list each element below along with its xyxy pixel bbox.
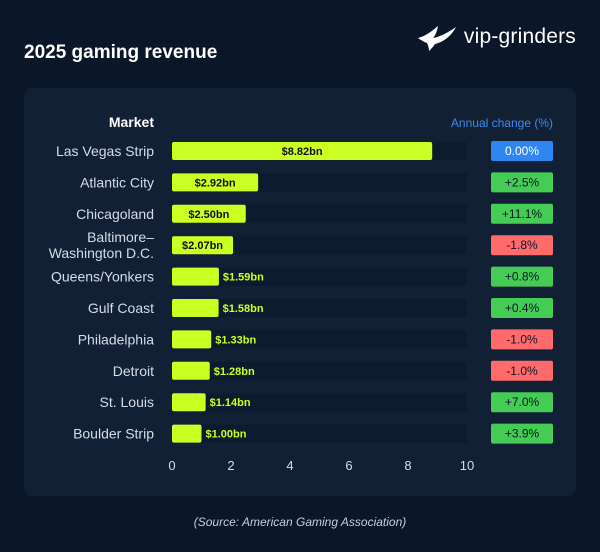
category-label: Philadelphia bbox=[78, 331, 154, 347]
category-label: Baltimore– bbox=[87, 229, 154, 245]
bar-value-label: $8.82bn bbox=[282, 146, 323, 158]
category-label: Chicagoland bbox=[76, 206, 154, 222]
hummingbird-icon bbox=[417, 26, 456, 51]
bar bbox=[172, 299, 219, 317]
bar bbox=[172, 330, 212, 349]
change-badge-label: +2.5% bbox=[505, 175, 540, 189]
change-badge-label: +7.0% bbox=[505, 395, 540, 409]
bar-track bbox=[172, 267, 467, 286]
category-header: Market bbox=[109, 114, 154, 130]
bar-value-label: $1.28bn bbox=[214, 366, 255, 378]
change-badge-label: -1.8% bbox=[506, 238, 538, 252]
bar bbox=[172, 424, 202, 443]
bar-track bbox=[172, 299, 467, 317]
bar-value-label: $1.14bn bbox=[210, 397, 251, 409]
brand-logo[interactable]: vip-grinders bbox=[416, 22, 576, 52]
change-badge-label: +0.4% bbox=[505, 301, 540, 315]
change-badge bbox=[491, 423, 553, 444]
x-tick-label: 2 bbox=[227, 458, 234, 473]
annual-change-header: Annual change (%) bbox=[451, 116, 553, 130]
bar-track bbox=[172, 424, 467, 443]
bar-track bbox=[172, 236, 467, 255]
x-tick-label: 4 bbox=[286, 458, 293, 473]
bar bbox=[172, 393, 206, 412]
change-badge-label: -1.0% bbox=[506, 364, 538, 378]
bar bbox=[172, 173, 259, 192]
category-label: St. Louis bbox=[100, 394, 154, 410]
bar bbox=[172, 142, 433, 160]
bar-value-label: $2.50bn bbox=[188, 209, 229, 221]
bar-value-label: $2.92bn bbox=[195, 177, 236, 189]
bar bbox=[172, 204, 246, 223]
category-label: Washington D.C. bbox=[49, 245, 154, 261]
bar-chart: Market Annual change (%) Las Vegas Strip $8… bbox=[49, 114, 553, 473]
bar-value-label: $1.59bn bbox=[223, 272, 264, 284]
change-badge-label: 0.00% bbox=[505, 144, 539, 158]
bar-value-label: $1.00bn bbox=[206, 429, 247, 441]
x-tick-label: 6 bbox=[345, 458, 352, 473]
change-badge bbox=[491, 235, 553, 256]
change-badge bbox=[491, 203, 553, 224]
change-badge-label: +3.9% bbox=[505, 427, 540, 441]
change-badge bbox=[491, 329, 553, 350]
change-badge-label: +0.8% bbox=[505, 270, 540, 284]
source-note: (Source: American Gaming Association) bbox=[193, 515, 407, 529]
change-badge bbox=[491, 360, 553, 381]
bar-value-label: $1.33bn bbox=[215, 334, 256, 346]
x-tick-label: 8 bbox=[404, 458, 411, 473]
category-label: Boulder Strip bbox=[73, 426, 154, 442]
change-badge bbox=[491, 392, 553, 413]
bar-track bbox=[172, 393, 467, 412]
bar-value-label: $2.07bn bbox=[182, 240, 223, 252]
change-badge-label: +11.1% bbox=[502, 207, 542, 221]
chart-title: 2025 gaming revenue bbox=[24, 42, 218, 63]
change-badge-label: -1.0% bbox=[506, 332, 538, 346]
change-badge bbox=[491, 266, 553, 287]
category-label: Queens/Yonkers bbox=[51, 269, 154, 285]
category-label: Las Vegas Strip bbox=[56, 143, 154, 159]
category-label: Gulf Coast bbox=[88, 300, 154, 316]
change-badge bbox=[491, 298, 553, 318]
logo-text: vip-grinders bbox=[463, 25, 576, 48]
change-badge bbox=[491, 172, 553, 193]
chart-panel: Market Annual change (%) Las Vegas Strip $8… bbox=[24, 88, 576, 496]
bar-track bbox=[172, 361, 467, 380]
bar bbox=[172, 361, 210, 380]
bar bbox=[172, 267, 219, 286]
category-label: Detroit bbox=[113, 363, 154, 379]
bar-track bbox=[172, 330, 467, 349]
x-tick-label: 10 bbox=[460, 458, 474, 473]
x-tick-label: 0 bbox=[168, 458, 175, 473]
bar bbox=[172, 236, 234, 255]
bar-value-label: $1.58bn bbox=[223, 303, 264, 315]
category-label: Atlantic City bbox=[80, 174, 154, 190]
change-badge bbox=[491, 141, 553, 161]
